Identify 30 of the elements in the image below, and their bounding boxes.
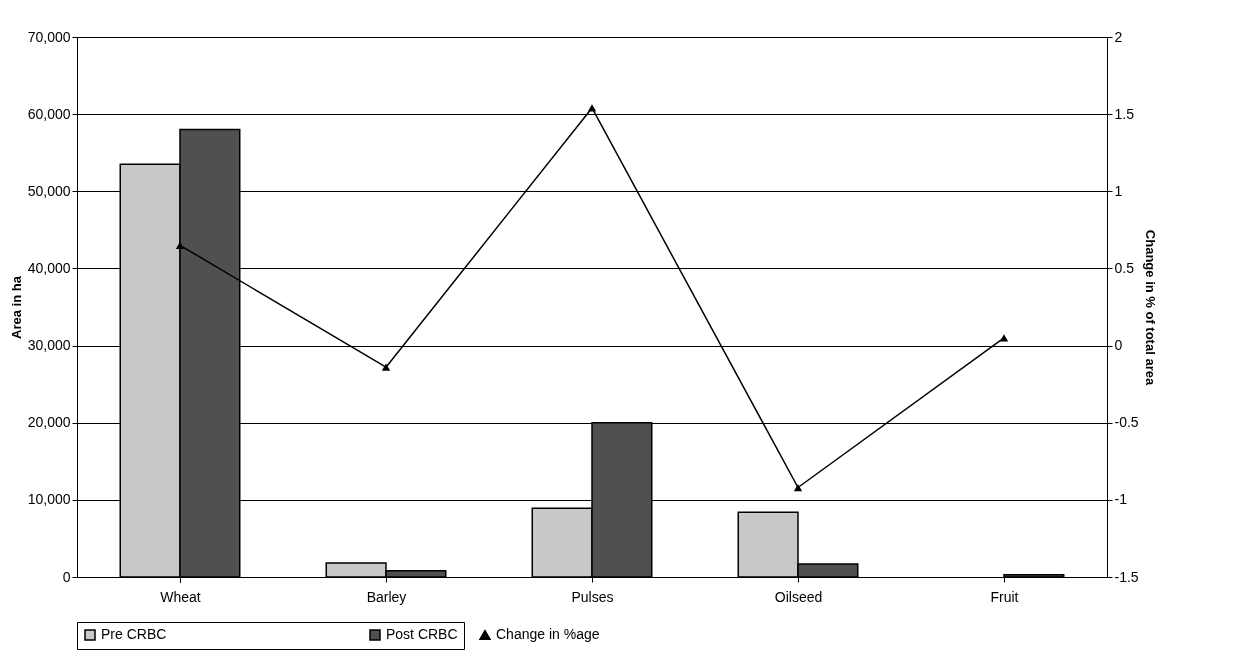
y-tick-label: 0 — [62, 568, 71, 585]
y-tick-label: 20,000 — [27, 414, 71, 431]
y-tick-label: 40,000 — [27, 259, 71, 276]
x-tick-label: Pulses — [571, 588, 614, 605]
legend-label: Change in %age — [496, 626, 600, 642]
y-tick-label: 50,000 — [27, 182, 71, 199]
point — [587, 104, 597, 112]
point — [793, 483, 803, 492]
y-tick-label: 70,000 — [27, 28, 71, 45]
x-tick-label: Fruit — [990, 588, 1019, 605]
x-tick-label: Wheat — [160, 588, 201, 605]
y2-tick-label: 0 — [1114, 337, 1123, 354]
y-tick-label: 30,000 — [27, 337, 71, 354]
y2-tick-label: 1 — [1114, 182, 1123, 199]
x-tick-label: Barley — [366, 588, 407, 605]
x-tick-label: Oilseed — [774, 588, 823, 605]
y-axis-title: Area in ha — [8, 275, 24, 339]
y2-tick-label: -1 — [1114, 491, 1128, 508]
y2-tick-label: 1.5 — [1114, 105, 1135, 122]
y-tick-label: 10,000 — [27, 491, 71, 508]
y2-axis-title: Change in % of total area — [1142, 229, 1158, 386]
y-tick-label: 60,000 — [27, 105, 71, 122]
legend-label: Post CRBC — [386, 626, 458, 642]
y2-tick-label: -1.5 — [1114, 568, 1139, 585]
point — [175, 241, 185, 249]
y2-tick-label: -0.5 — [1114, 414, 1139, 431]
y2-tick-label: 2 — [1114, 28, 1123, 45]
legend-label: Pre CRBC — [101, 626, 167, 642]
point — [381, 363, 391, 371]
y2-tick-label: 0.5 — [1114, 259, 1135, 276]
